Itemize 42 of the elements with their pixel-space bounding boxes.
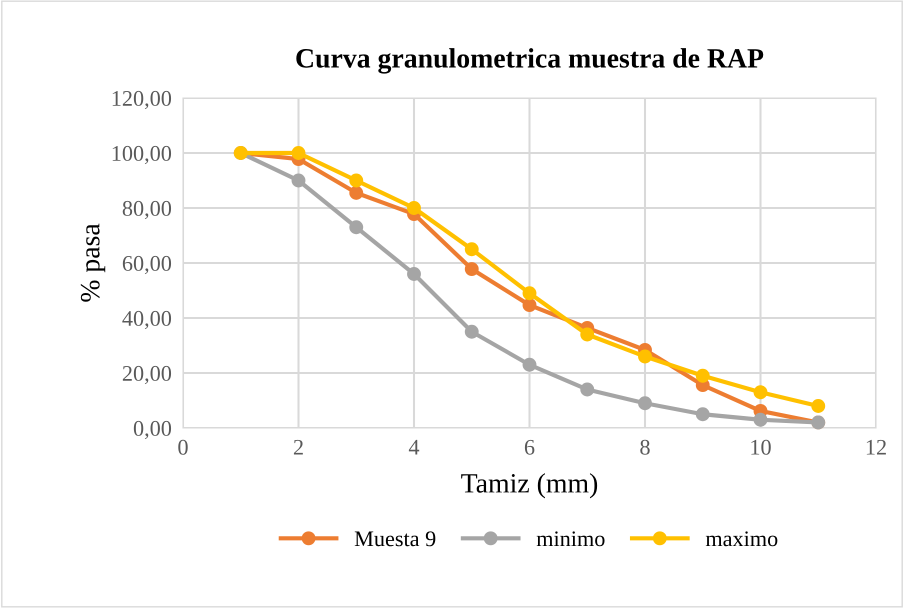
point [811,399,826,413]
point [464,324,479,339]
chart-title: Curva granulometrica muestra de RAP [296,48,764,74]
x-tick-label: 12 [866,440,886,455]
point [522,286,536,300]
point [349,174,364,188]
x-tick-label: 2 [294,440,303,455]
y-tick-label: 120,00 [112,90,172,110]
point [638,350,652,364]
point [292,146,306,160]
x-tick-label: 10 [751,440,771,455]
point [464,262,479,276]
legend-label: Muesta 9 [354,531,436,546]
point [522,298,536,312]
y-tick-label: 80,00 [122,200,172,220]
point [754,412,768,427]
point [638,396,652,410]
y-axis-title: % pasa [80,224,106,302]
point [696,407,710,422]
legend-label: minimo [536,531,605,546]
point [522,358,536,372]
point [464,242,479,256]
y-tick-label: 40,00 [122,310,172,330]
y-tick-label: 100,00 [112,146,172,164]
point [754,385,768,400]
y-tick-label: 20,00 [122,366,172,384]
point [407,201,421,215]
point [407,267,421,281]
x-tick-label: 6 [524,440,534,455]
point [349,220,364,234]
x-axis-title: Tamiz (mm) [461,473,598,498]
point [349,186,364,200]
x-tick-label: 0 [178,440,188,455]
point [696,368,710,383]
x-tick-label: 4 [408,440,420,455]
point [580,328,594,342]
point [580,382,594,396]
y-tick-label: 60,00 [122,256,172,274]
legend-label: maximo [706,531,778,546]
y-tick-label: 0,00 [134,420,172,440]
x-tick-label: 8 [640,440,650,455]
point [292,174,306,188]
